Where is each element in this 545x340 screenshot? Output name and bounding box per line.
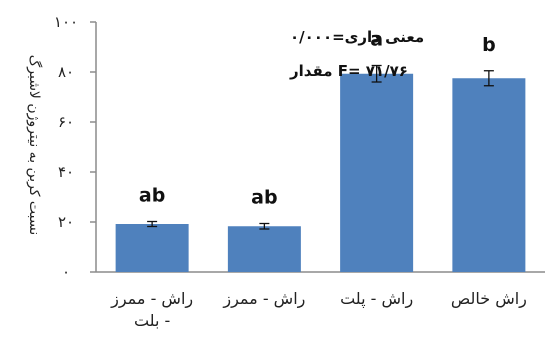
data-labels: b a ab ab: [139, 29, 496, 209]
data-label: b: [482, 34, 496, 56]
y-axis-label: نسبت کربن به نیتروژن لاشبرگ: [26, 55, 44, 236]
data-label: a: [370, 29, 383, 51]
category-label: راش خالص: [451, 289, 527, 309]
bar: [452, 78, 526, 272]
y-tick-label: ۱۰۰: [54, 13, 78, 31]
data-label: ab: [139, 185, 165, 207]
bar: [115, 224, 189, 272]
y-ticks: ۰ ۲۰ ۴۰ ۶۰ ۸۰ ۱۰۰: [54, 13, 96, 281]
category-label-line: راش - ممرز: [110, 289, 193, 309]
annotation-significance: معنی داری=۰/۰۰۰: [290, 28, 424, 46]
category-label-line: - بلت: [134, 311, 170, 330]
category-label-line: راش - پلت: [340, 289, 413, 309]
category-label: راش - ممرز - بلت: [110, 289, 193, 330]
category-label-line: راش خالص: [451, 289, 527, 309]
y-tick-label: ۴۰: [58, 163, 74, 181]
category-label: راش - پلت: [340, 289, 413, 309]
y-tick-label: ۶۰: [58, 113, 74, 131]
y-tick-label: ۸۰: [58, 63, 74, 81]
bar: [227, 226, 301, 272]
category-label-line: راش - ممرز: [222, 289, 305, 309]
y-tick-label: ۲۰: [58, 213, 74, 231]
bars: [115, 73, 526, 272]
error-bars: [147, 64, 494, 230]
bar: [340, 73, 414, 272]
category-labels: راش خالص راش - پلت راش - ممرز راش - ممرز - ب…: [110, 289, 527, 330]
data-label: ab: [251, 187, 277, 209]
annotation-f-value: F= ۷۱/۷۶ مقدار: [289, 62, 408, 80]
y-tick-label: ۰: [62, 263, 70, 281]
category-label: راش - ممرز: [222, 289, 305, 309]
